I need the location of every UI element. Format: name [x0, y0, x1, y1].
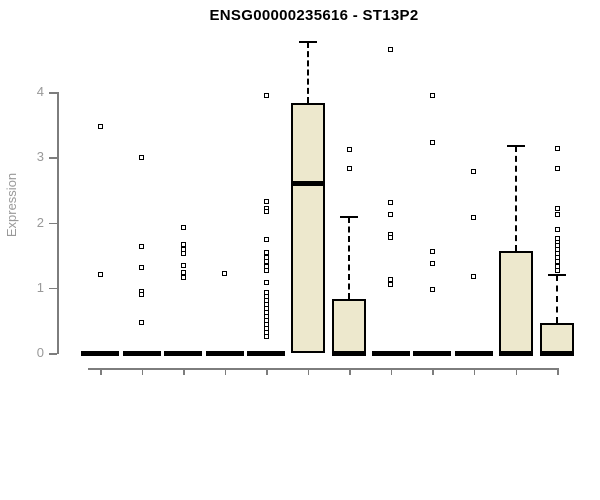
- x-axis-tick: [515, 368, 517, 375]
- outlier-point: [554, 205, 560, 211]
- outlier-point: [554, 259, 560, 265]
- outlier-point: [388, 235, 394, 240]
- median-line: [498, 351, 533, 356]
- outlier-point: [346, 166, 352, 172]
- collapsed-box-bar: [122, 351, 161, 356]
- outlier-point: [263, 236, 269, 242]
- y-axis-line: [57, 92, 59, 354]
- whisker-cap: [548, 273, 567, 276]
- upper-whisker: [514, 146, 517, 251]
- x-axis-tick: [100, 368, 102, 375]
- outlier-point: [97, 272, 103, 278]
- x-axis-tick: [307, 368, 310, 375]
- median-line: [540, 351, 575, 356]
- outlier-point: [471, 214, 477, 220]
- outlier-point: [471, 169, 477, 175]
- x-axis-tick: [183, 368, 185, 375]
- outlier-point: [263, 267, 269, 273]
- outlier-point: [263, 325, 269, 331]
- y-axis-tick: [49, 92, 57, 94]
- outlier-point: [429, 92, 435, 98]
- x-axis-tick: [390, 368, 393, 375]
- outlier-point: [263, 254, 269, 260]
- outlier-point: [139, 320, 145, 326]
- outlier-point: [263, 250, 269, 255]
- outlier-point: [263, 93, 269, 99]
- y-axis-tick-label: 2: [36, 214, 44, 230]
- outlier-point: [180, 251, 186, 257]
- whisker-cap: [298, 40, 317, 43]
- outlier-point: [429, 287, 435, 293]
- collapsed-box-bar: [164, 351, 203, 356]
- outlier-point: [388, 47, 394, 53]
- y-axis-tick-label: 4: [36, 84, 44, 99]
- outlier-point: [180, 263, 186, 269]
- outlier-point: [554, 165, 560, 171]
- x-axis-tick: [557, 368, 559, 375]
- outlier-point: [388, 199, 394, 205]
- outlier-point: [429, 261, 435, 267]
- outlier-point: [139, 154, 145, 160]
- upper-whisker: [348, 216, 351, 299]
- whisker-cap: [506, 145, 525, 148]
- outlier-point: [429, 140, 435, 146]
- outlier-point: [263, 199, 269, 205]
- collapsed-box-bar: [205, 351, 244, 356]
- outlier-point: [388, 277, 394, 283]
- y-axis-tick-label: 0: [36, 345, 44, 360]
- outlier-point: [180, 242, 186, 248]
- x-axis-tick: [473, 368, 476, 375]
- outlier-point: [471, 274, 477, 280]
- box: [498, 250, 533, 353]
- outlier-point: [139, 265, 145, 271]
- y-axis-tick: [49, 157, 57, 159]
- outlier-point: [388, 212, 394, 218]
- outlier-point: [263, 259, 269, 265]
- collapsed-box-bar: [247, 351, 286, 356]
- outlier-point: [97, 124, 103, 130]
- outlier-point: [429, 249, 435, 255]
- y-axis-tick: [49, 222, 57, 224]
- outlier-point: [554, 267, 560, 273]
- x-axis-tick: [432, 368, 434, 375]
- outlier-point: [263, 208, 269, 214]
- outlier-point: [263, 334, 269, 340]
- median-line: [290, 180, 325, 186]
- outlier-point: [346, 146, 352, 152]
- y-axis-tick: [49, 287, 57, 290]
- whisker-cap: [340, 215, 359, 218]
- outlier-point: [180, 225, 186, 231]
- y-axis-label: Expression: [4, 172, 19, 238]
- x-axis-tick: [266, 368, 268, 375]
- outlier-point: [388, 281, 394, 287]
- collapsed-box-bar: [413, 351, 452, 356]
- outlier-point: [180, 275, 186, 281]
- outlier-point: [222, 270, 228, 276]
- outlier-point: [139, 291, 145, 297]
- y-axis-tick: [49, 353, 57, 355]
- collapsed-box-bar: [454, 351, 493, 356]
- y-axis-tick-label: 1: [36, 279, 44, 295]
- y-axis-tick-label: 3: [36, 149, 44, 165]
- upper-whisker: [556, 274, 559, 323]
- median-line: [332, 351, 367, 356]
- box: [290, 103, 325, 353]
- collapsed-box-bar: [81, 351, 119, 356]
- outlier-point: [554, 226, 560, 232]
- box: [332, 298, 367, 353]
- outlier-point: [180, 270, 186, 276]
- outlier-point: [263, 280, 269, 286]
- box: [540, 322, 575, 353]
- collapsed-box-bar: [371, 351, 410, 356]
- chart-title: ENSG00000235616 - ST13P2: [209, 7, 419, 24]
- outlier-point: [554, 145, 560, 151]
- x-axis-tick: [349, 368, 351, 375]
- x-axis-tick: [224, 368, 227, 375]
- x-axis-tick: [141, 368, 144, 375]
- upper-whisker: [306, 41, 309, 104]
- outlier-point: [139, 244, 145, 250]
- x-axis-line: [88, 368, 559, 370]
- outlier-point: [554, 212, 560, 218]
